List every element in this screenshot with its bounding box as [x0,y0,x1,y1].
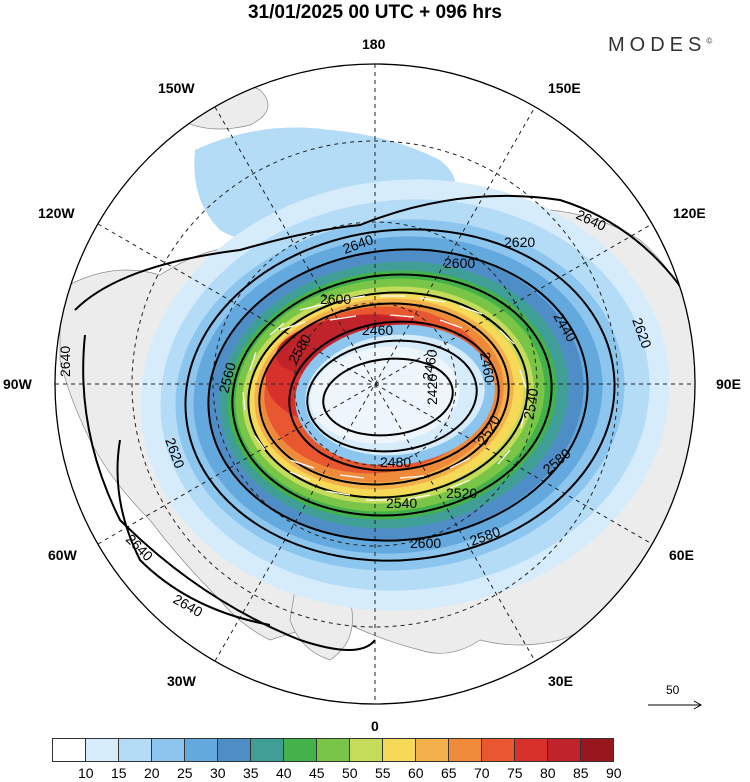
colorbar-tick-label: 15 [111,765,127,781]
colorbar-tick-label: 40 [276,765,292,781]
colorbar-tick-label: 50 [342,765,358,781]
lon-label-0: 0 [371,718,379,734]
contour-label: 2480 [380,454,411,470]
colorbar-tick-label: 10 [78,765,94,781]
lon-label-30w: 30W [167,673,196,689]
colorbar-swatch [448,738,482,762]
contour-label: 2620 [504,234,535,250]
colorbar-swatch [151,738,185,762]
colorbar-swatch [184,738,218,762]
contour-label: 2460 [362,322,393,338]
map-boundary [54,63,696,705]
height-contours [74,194,691,651]
colorbar-swatch [514,738,548,762]
lon-label-90w: 90W [3,376,32,392]
lon-label-150e: 150E [548,80,581,96]
brand-logo: MODES© [608,34,713,56]
colorbar-tick-label: 30 [210,765,226,781]
colorbar-swatch [580,738,614,762]
lon-label-120w: 120W [38,205,75,221]
colorbar-tick-label: 80 [540,765,556,781]
lon-label-150w: 150W [158,80,195,96]
lon-label-90e: 90E [716,376,741,392]
vector-scale-arrow [648,700,703,710]
contour-label: 2460 [419,348,440,382]
colorbar-swatch [217,738,251,762]
contour-label: 2600 [410,535,441,551]
colorbar-tick-label: 55 [375,765,391,781]
colorbar-tick-label: 85 [573,765,589,781]
colorbar-swatch [118,738,152,762]
contour-label: 2560 [215,360,239,394]
colorbar-swatch [349,738,383,762]
lon-label-60w: 60W [48,547,77,563]
colorbar [52,738,614,762]
colorbar-swatch [415,738,449,762]
colorbar-swatch [52,738,86,762]
colorbar-tick-label: 65 [441,765,457,781]
contour-label: 2520 [446,485,477,501]
contour-label: 2540 [520,387,541,421]
contour-label: 2420 [424,374,440,405]
lon-label-180: 180 [362,36,386,52]
colorbar-swatch [382,738,416,762]
colorbar-swatch [547,738,581,762]
wind-speed-shading [140,127,670,611]
colorbar-tick-label: 45 [309,765,325,781]
contour-label: 2600 [444,255,475,271]
colorbar-tick-label: 35 [243,765,259,781]
lon-label-120e: 120E [673,205,706,221]
colorbar-tick-label: 25 [177,765,193,781]
colorbar-swatch [85,738,119,762]
lon-label-30e: 30E [548,673,573,689]
colorbar-swatch [283,738,317,762]
colorbar-swatch [316,738,350,762]
colorbar-tick-label: 90 [606,765,622,781]
colorbar-swatch [250,738,284,762]
colorbar-tick-label: 70 [474,765,490,781]
lon-label-60e: 60E [669,547,694,563]
graticule [55,64,695,704]
contour-label: 2600 [320,291,351,307]
wind-vectors [242,295,527,501]
colorbar-tick-label: 20 [144,765,160,781]
colorbar-tick-label: 60 [408,765,424,781]
colorbar-tick-label: 75 [507,765,523,781]
vector-scale-label: 50 [666,683,680,697]
colorbar-swatch [481,738,515,762]
contour-label: 2540 [386,495,417,511]
contour-label: 2460 [477,351,498,385]
map-title: 31/01/2025 00 UTC + 096 hrs [247,2,503,23]
contour-label: 2640 [57,346,73,377]
contour-label: 2640 [171,591,206,621]
